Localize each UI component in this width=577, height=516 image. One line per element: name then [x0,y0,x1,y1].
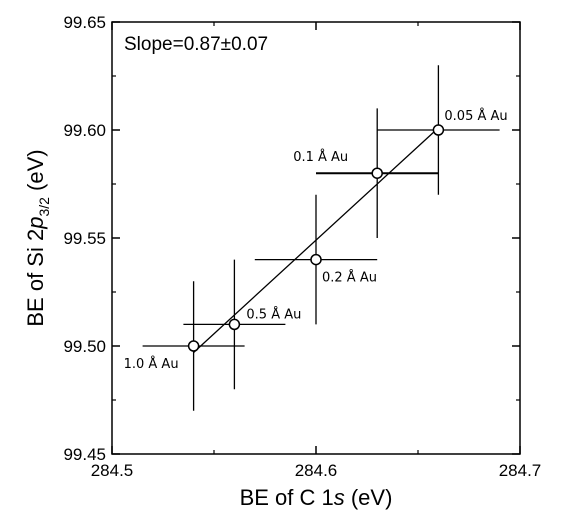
point-labels: 1.0 Å Au 0.5 Å Au 0.2 Å Au 0.1 Å Au 0.05 Å A… [124,108,508,372]
x-tick-label: 284.6 [295,461,338,480]
axes: 284.5 284.6 284.7 99.45 99.50 99.55 99.60 99.65 [63,13,541,480]
x-tick-label: 284.5 [91,461,134,480]
data-point [187,340,200,352]
point-label: 0.05 Å Au [444,108,507,124]
slope-annotation-prefix: Slope=0.87 [124,34,221,55]
y-tick-label: 99.50 [63,337,106,356]
slope-annotation-pm: ± [221,34,231,55]
x-tick-label: 284.7 [499,461,542,480]
y-axis-title-prefix: BE of Si 2 [23,229,48,327]
data-point [228,318,241,331]
y-tick-label: 99.45 [63,445,106,464]
y-axis-title: BE of Si 2p3/2 (eV) [23,149,52,326]
x-axis-title-italic: s [334,485,345,510]
y-tick-label: 99.60 [63,121,106,140]
point-label: 1.0 Å Au [124,356,179,372]
x-axis-title-suffix: (eV) [345,485,393,510]
point-label: 0.5 Å Au [246,306,301,322]
y-tick-label: 99.65 [63,13,106,32]
data-point [310,253,322,266]
data-points [187,124,445,352]
slope-annotation-suffix: 0.07 [231,34,268,55]
x-axis-title: BE of C 1s (eV) [240,485,393,510]
y-axis-title-suffix: (eV) [23,149,48,197]
point-label: 0.1 Å Au [293,149,348,165]
y-tick-label: 99.55 [63,229,106,248]
point-label: 0.2 Å Au [322,270,377,286]
data-point [371,167,383,179]
x-axis-title-prefix: BE of C 1 [240,485,334,510]
y-axis-title-sub: 3/2 [36,197,52,217]
slope-annotation: Slope=0.87±0.07 [124,34,268,55]
data-point [432,124,445,136]
y-axis-title-italic: p [23,217,48,230]
